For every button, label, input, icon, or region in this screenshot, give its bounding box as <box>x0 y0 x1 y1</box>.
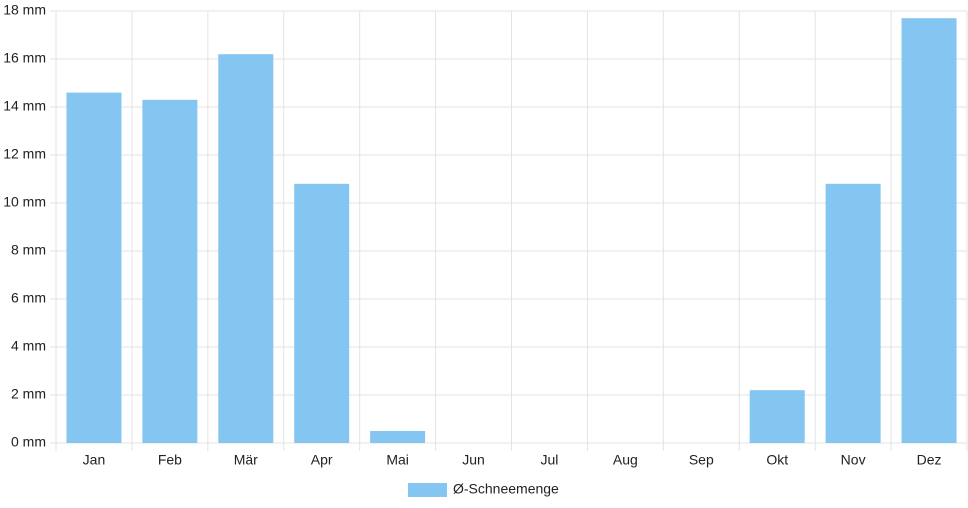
x-tick-label: Mai <box>386 452 409 468</box>
bar <box>901 18 957 443</box>
bar <box>749 390 805 443</box>
y-tick-label: 16 mm <box>3 50 46 66</box>
x-tick-label: Dez <box>917 452 942 468</box>
y-tick-label: 8 mm <box>11 242 46 258</box>
bar <box>142 99 198 444</box>
y-tick-label: 18 mm <box>3 2 46 18</box>
x-tick-label: Mär <box>234 452 258 468</box>
y-tick-label: 10 mm <box>3 194 46 210</box>
bar <box>66 92 122 443</box>
x-tick-label: Jul <box>541 452 559 468</box>
y-tick-label: 12 mm <box>3 146 46 162</box>
x-tick-label: Feb <box>158 452 182 468</box>
x-tick-label: Jan <box>83 452 106 468</box>
y-tick-label: 2 mm <box>11 386 46 402</box>
bar <box>370 431 426 443</box>
legend-swatch <box>408 483 447 497</box>
x-tick-label: Sep <box>689 452 714 468</box>
x-tick-label: Apr <box>311 452 333 468</box>
bar <box>825 183 881 444</box>
x-tick-label: Okt <box>766 452 788 468</box>
x-tick-label: Nov <box>841 452 866 468</box>
y-tick-label: 14 mm <box>3 98 46 114</box>
y-tick-label: 0 mm <box>11 434 46 450</box>
bar <box>294 183 350 444</box>
x-tick-label: Aug <box>613 452 638 468</box>
y-tick-label: 6 mm <box>11 290 46 306</box>
y-tick-label: 4 mm <box>11 338 46 354</box>
legend-label: Ø-Schneemenge <box>453 481 559 497</box>
x-tick-label: Jun <box>462 452 485 468</box>
bar <box>218 54 274 443</box>
